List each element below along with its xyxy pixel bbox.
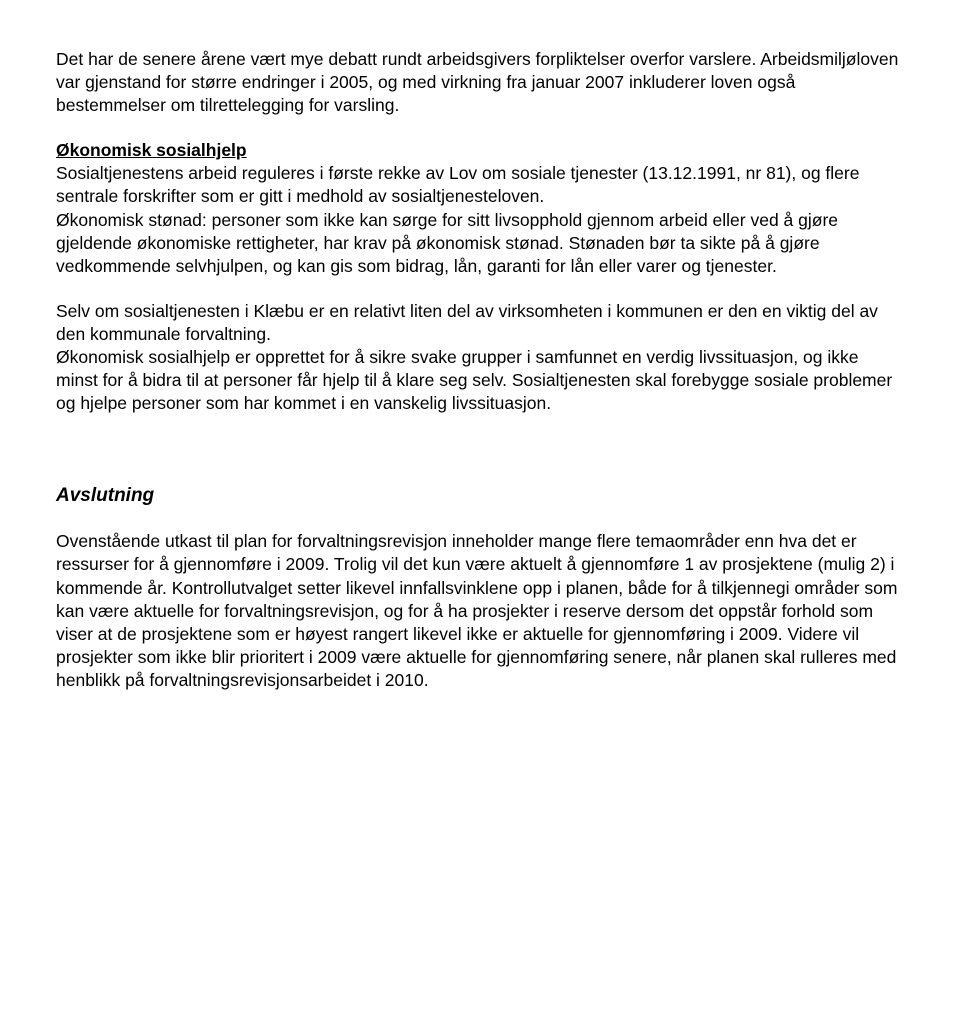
paragraph-avslutning: Ovenstående utkast til plan for forvaltn… bbox=[56, 530, 904, 692]
heading-sosialhjelp: Økonomisk sosialhjelp bbox=[56, 140, 247, 160]
section-klaebu: Selv om sosialtjenesten i Klæbu er en re… bbox=[56, 300, 904, 415]
section-sosialhjelp: Økonomisk sosialhjelp Sosialtjenestens a… bbox=[56, 139, 904, 278]
paragraph-sosialhjelp-1: Sosialtjenestens arbeid reguleres i førs… bbox=[56, 162, 904, 208]
paragraph-sosialhjelp-2: Økonomisk stønad: personer som ikke kan … bbox=[56, 209, 904, 278]
paragraph-klaebu-2: Økonomisk sosialhjelp er opprettet for å… bbox=[56, 346, 904, 415]
heading-avslutning: Avslutning bbox=[56, 483, 904, 508]
paragraph-klaebu-1: Selv om sosialtjenesten i Klæbu er en re… bbox=[56, 300, 904, 346]
paragraph-intro: Det har de senere årene vært mye debatt … bbox=[56, 48, 904, 117]
